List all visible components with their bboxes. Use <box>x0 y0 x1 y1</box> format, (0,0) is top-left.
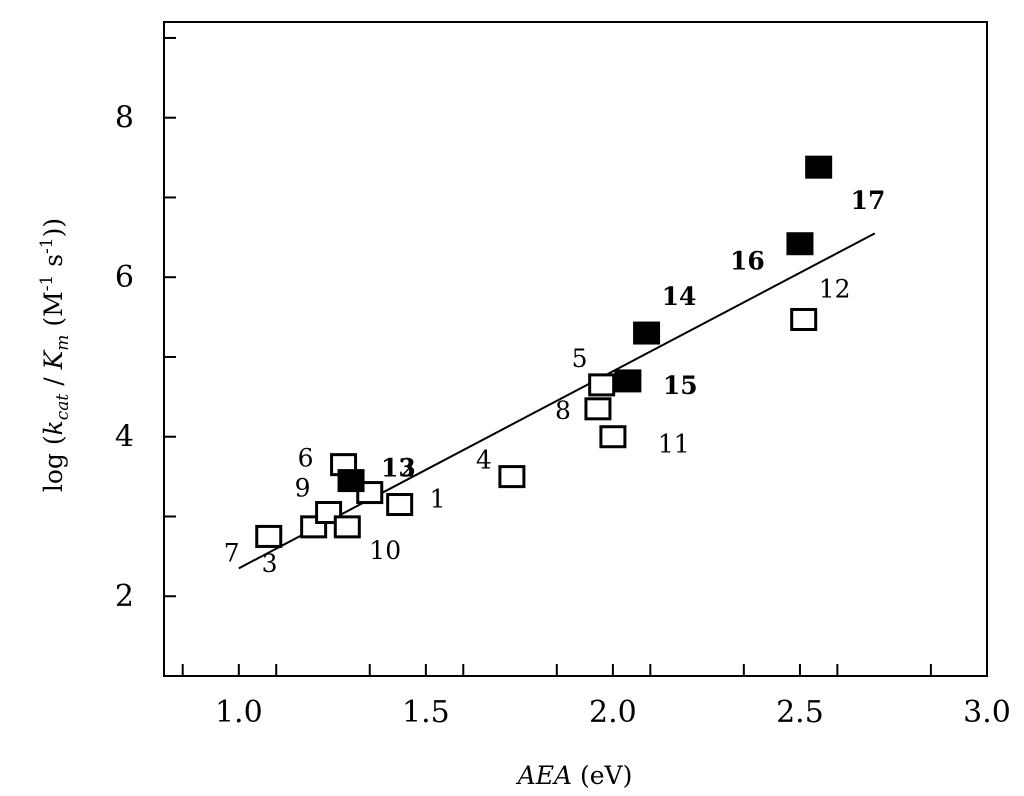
point-open-square <box>599 425 627 449</box>
point-label: 7 <box>224 538 240 567</box>
point-open-square <box>588 373 616 397</box>
point-open-square <box>255 524 283 548</box>
point-label: 1 <box>430 485 446 514</box>
ticks: 1.0 1.5 2.0 2.5 3.0 2 4 6 8 <box>115 36 1011 730</box>
point-label: 6 <box>298 444 314 473</box>
point-label: 5 <box>572 344 588 373</box>
point-label: 8 <box>555 396 571 425</box>
x-tick-label: 2.0 <box>589 695 637 730</box>
x-tick-label: 3.0 <box>963 695 1011 730</box>
y-tick-label: 2 <box>115 579 134 614</box>
point-open-square <box>790 307 818 331</box>
x-tick-label: 1.0 <box>215 695 263 730</box>
point-open-square <box>498 465 526 489</box>
point-label: 14 <box>662 282 697 311</box>
points <box>255 155 833 548</box>
plot-frame <box>163 21 988 677</box>
point-label: 4 <box>476 446 492 475</box>
point-open-square <box>386 493 414 517</box>
point-label: 12 <box>819 274 851 303</box>
point-label: 2 <box>400 454 416 483</box>
fit-line-group <box>238 232 876 570</box>
point-filled-square <box>614 369 642 393</box>
point-label: 11 <box>658 430 690 459</box>
y-tick-label: 8 <box>115 101 134 136</box>
point-filled-square <box>805 155 833 179</box>
point-label: 3 <box>262 549 278 578</box>
point-filled-square <box>633 321 661 345</box>
point-open-square <box>584 397 612 421</box>
x-tick-label: 2.5 <box>776 695 824 730</box>
y-tick-label: 4 <box>115 420 134 455</box>
point-label: 17 <box>851 186 886 215</box>
y-axis-title: log (kcat / Km (M-1 s-1)) <box>37 218 73 492</box>
x-axis-title: AEA (eV) <box>516 761 633 790</box>
point-filled-square <box>786 232 814 256</box>
point-open-square <box>333 515 361 539</box>
x-tick-label: 1.5 <box>402 695 450 730</box>
point-label: 13 <box>381 454 416 483</box>
point-label: 15 <box>663 371 698 400</box>
point-label: 16 <box>730 247 765 276</box>
point-filled-square <box>337 469 365 493</box>
point-label: 9 <box>295 474 311 503</box>
y-tick-label: 6 <box>115 260 134 295</box>
point-label: 10 <box>369 536 401 565</box>
fit-line <box>238 232 876 570</box>
